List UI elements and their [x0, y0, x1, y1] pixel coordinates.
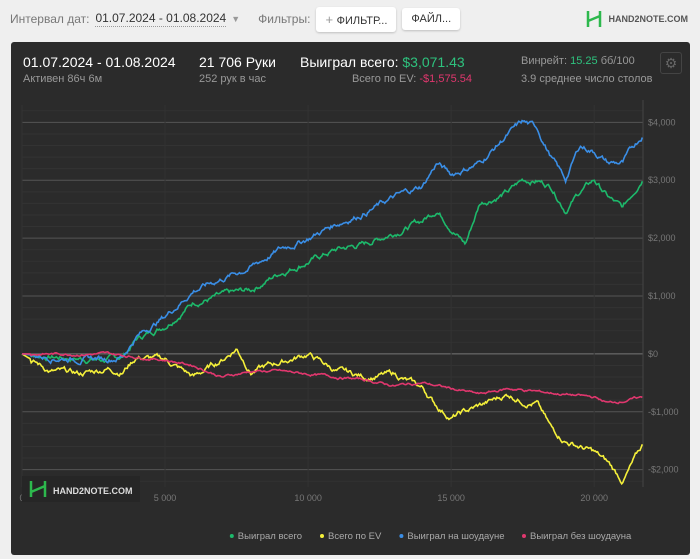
legend-marker [320, 534, 324, 538]
legend-item[interactable]: Всего по EV [328, 531, 382, 542]
series-line-2 [21, 119, 644, 366]
won-total: Выиграл всего: $3,071.43 [300, 54, 465, 70]
watermark-logo-icon [29, 481, 47, 497]
chevron-down-icon[interactable]: ▼ [231, 14, 241, 24]
x-tick-label: 15 000 [437, 493, 465, 503]
y-tick-label: $1,000 [648, 291, 676, 301]
won-value: $3,071.43 [402, 54, 465, 70]
chart-watermark: HAND2NOTE.COM [22, 476, 140, 502]
watermark-text: HAND2NOTE.COM [53, 486, 133, 496]
toolbar: Интервал дат: 01.07.2024 - 01.08.2024 ▼ … [0, 0, 700, 38]
legend-item[interactable]: Выиграл без шоудауна [530, 531, 632, 542]
x-tick-label: 5 000 [154, 493, 177, 503]
series-line-0 [21, 178, 644, 365]
legend-item[interactable]: Выиграл на шоудауне [407, 531, 504, 542]
hand2note-logo-icon [587, 11, 602, 27]
filter-button[interactable]: + ФИЛЬТР... [316, 6, 397, 32]
ev-total: Всего по EV: -$1,575.54 [352, 73, 472, 85]
ev-value: -$1,575.54 [419, 73, 472, 85]
filter-button-label: ФИЛЬТР... [336, 14, 388, 27]
active-time: Активен 86ч 6м [23, 73, 103, 85]
plus-icon: + [325, 11, 337, 27]
y-tick-label: -$1,000 [648, 407, 679, 417]
legend-marker [399, 534, 404, 538]
logo: HAND2NOTE.COM [585, 10, 688, 28]
legend-marker [522, 534, 526, 538]
avg-tables: 3.9 среднее число столов [521, 73, 653, 85]
files-button[interactable]: ФАЙЛ... [402, 8, 461, 30]
y-tick-label: $0 [648, 349, 658, 359]
y-tick-label: -$2,000 [648, 465, 679, 475]
x-tick-label: 10 000 [294, 493, 322, 503]
hands-count: 21 706 Руки [199, 54, 276, 70]
series-line-3 [22, 350, 643, 405]
x-tick-label: 20 000 [580, 493, 608, 503]
period: 01.07.2024 - 01.08.2024 [23, 54, 176, 70]
logo-text: HAND2NOTE.COM [608, 14, 688, 24]
y-tick-label: $2,000 [648, 233, 676, 243]
y-tick-label: $3,000 [648, 175, 676, 185]
legend-item[interactable]: Выиграл всего [238, 531, 302, 542]
settings-gear-icon[interactable]: ⚙ [660, 52, 682, 74]
winrate-value: 15.25 [570, 55, 598, 67]
date-interval-select[interactable]: 01.07.2024 - 01.08.2024 [95, 11, 227, 27]
y-tick-label: $4,000 [648, 117, 676, 127]
winrate-unit: бб/100 [600, 55, 635, 67]
winrate: Винрейт: 15.25 бб/100 [521, 55, 635, 67]
series-line-1 [21, 348, 644, 486]
legend-marker [229, 534, 234, 538]
winrate-label: Винрейт: [521, 55, 568, 67]
won-label: Выиграл всего: [300, 54, 399, 70]
filters-label: Фильтры: [258, 12, 311, 26]
hands-per-hour: 252 рук в час [199, 73, 267, 85]
interval-label: Интервал дат: [10, 12, 90, 26]
ev-label: Всего по EV: [351, 73, 417, 85]
